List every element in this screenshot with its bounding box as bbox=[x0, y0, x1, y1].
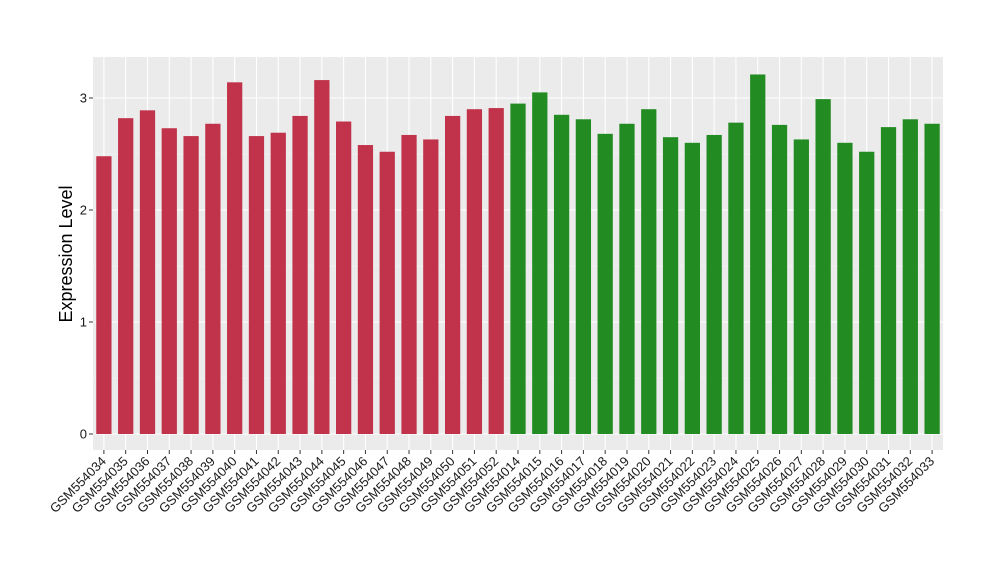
bar-GSM554036 bbox=[139, 110, 156, 434]
bar-GSM554046 bbox=[357, 145, 374, 435]
bar-GSM554048 bbox=[401, 134, 417, 434]
bar-GSM554026 bbox=[771, 124, 788, 434]
bar-GSM554043 bbox=[292, 115, 308, 435]
bar-GSM554047 bbox=[379, 151, 395, 434]
bar-GSM554023 bbox=[706, 134, 722, 434]
bar-GSM554040 bbox=[227, 82, 243, 434]
bar-GSM554015 bbox=[532, 92, 548, 435]
bar-GSM554050 bbox=[444, 115, 461, 435]
bar-GSM554024 bbox=[728, 122, 744, 434]
bar-GSM554030 bbox=[859, 151, 875, 434]
y-axis: 0 1 2 3 bbox=[80, 91, 93, 442]
bar-GSM554014 bbox=[510, 103, 526, 434]
bar-GSM554051 bbox=[466, 109, 483, 434]
bar-GSM554022 bbox=[684, 142, 700, 435]
y-tick-label: 1 bbox=[80, 315, 87, 330]
bar-GSM554034 bbox=[96, 156, 112, 435]
y-tick-label: 3 bbox=[80, 91, 87, 106]
bar-GSM554020 bbox=[641, 109, 657, 434]
bars bbox=[96, 74, 940, 435]
bar-GSM554041 bbox=[248, 136, 265, 434]
bar-GSM554045 bbox=[336, 121, 352, 435]
y-tick-label: 0 bbox=[80, 427, 87, 442]
bar-GSM554039 bbox=[205, 123, 221, 434]
bar-GSM554044 bbox=[314, 80, 330, 434]
bar-GSM554033 bbox=[924, 123, 940, 434]
bar-GSM554025 bbox=[750, 74, 766, 434]
bar-GSM554031 bbox=[880, 127, 897, 435]
bar-GSM554027 bbox=[793, 139, 809, 434]
bar-GSM554019 bbox=[619, 123, 635, 434]
bar-GSM554038 bbox=[183, 136, 199, 434]
bar-GSM554016 bbox=[553, 114, 570, 435]
y-tick-label: 2 bbox=[80, 203, 87, 218]
bar-GSM554021 bbox=[662, 137, 679, 434]
bar-GSM554029 bbox=[837, 142, 853, 435]
bar-GSM554042 bbox=[270, 132, 286, 434]
bar-GSM554052 bbox=[488, 108, 504, 434]
bar-GSM554017 bbox=[575, 119, 592, 434]
bar-GSM554032 bbox=[902, 119, 918, 434]
bar-GSM554035 bbox=[118, 118, 134, 434]
y-axis-title: Expression Level bbox=[56, 185, 76, 322]
bar-GSM554028 bbox=[815, 99, 831, 435]
bar-GSM554049 bbox=[423, 139, 439, 434]
bar-GSM554037 bbox=[161, 128, 177, 435]
bar-GSM554018 bbox=[597, 133, 613, 434]
x-axis: GSM554034GSM554035GSM554036GSM554037GSM5… bbox=[47, 450, 937, 516]
